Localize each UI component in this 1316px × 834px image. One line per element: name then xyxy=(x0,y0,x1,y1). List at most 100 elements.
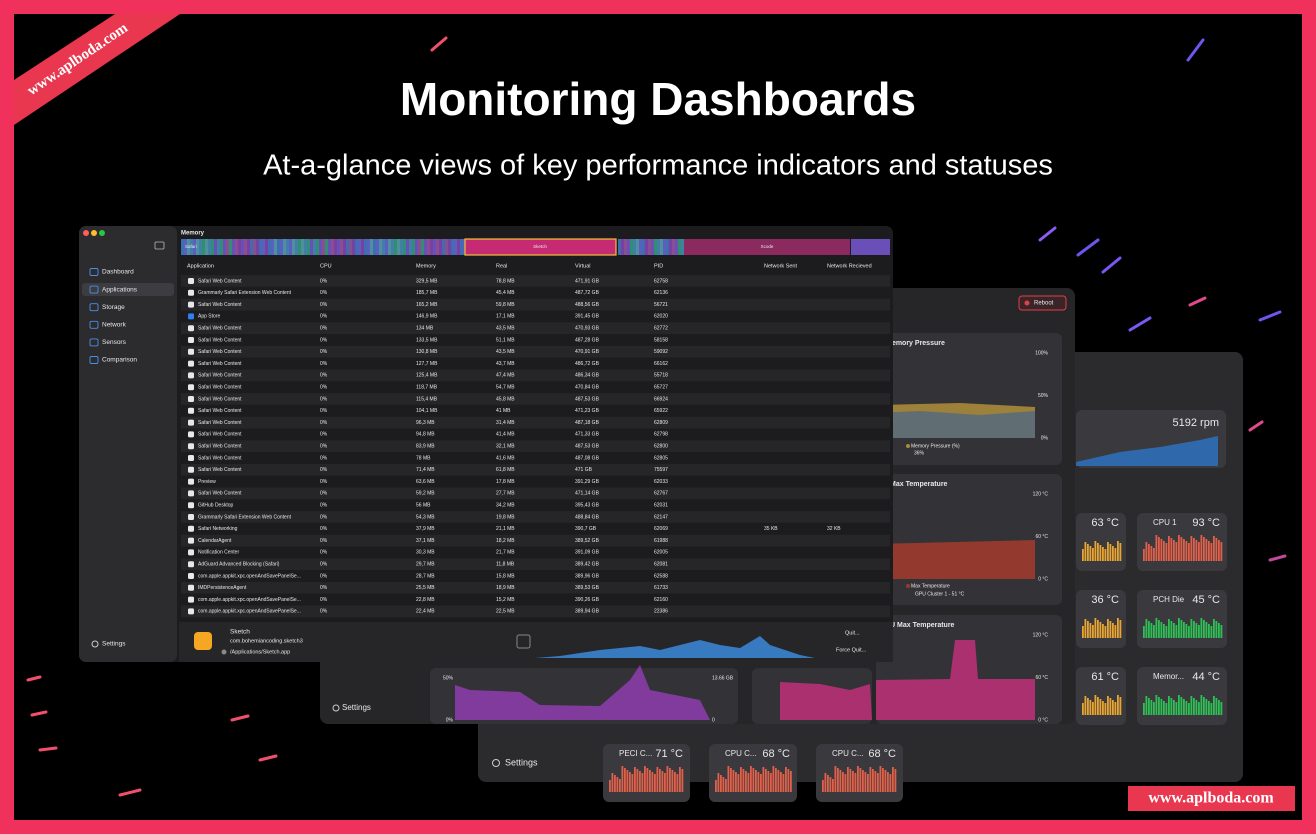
sensor-bar xyxy=(611,773,614,792)
timeline-stripe xyxy=(409,239,412,255)
column-header: Memory xyxy=(416,263,436,269)
sensor-bar xyxy=(772,766,775,792)
table-cell: 391,09 GB xyxy=(575,550,600,556)
table-cell: Grammarly Safari Extension Web Content xyxy=(198,290,292,296)
sensor-bar xyxy=(839,770,842,792)
table-row xyxy=(181,440,890,453)
timeline-stripe xyxy=(391,239,394,255)
sensor-bar xyxy=(862,770,864,792)
app-icon xyxy=(188,466,194,473)
timeline-stripe xyxy=(367,239,370,255)
table-cell: 78,8 MB xyxy=(496,278,515,284)
table-row xyxy=(181,428,890,441)
sensor-bar xyxy=(1094,618,1097,638)
timeline-stripe xyxy=(247,239,250,255)
table-cell: 31,4 MB xyxy=(496,420,515,426)
table-cell: Notification Center xyxy=(198,550,239,556)
sensor-bar xyxy=(679,767,681,792)
sensor-bar xyxy=(1102,701,1104,715)
table-cell: 0% xyxy=(320,361,328,367)
path-icon xyxy=(221,649,227,655)
timeline-stripe xyxy=(283,239,286,255)
sensor-bar xyxy=(1082,626,1084,638)
sensor-bar xyxy=(619,779,621,792)
sensor-bar xyxy=(609,780,611,792)
table-row xyxy=(181,275,890,287)
sensor-bar xyxy=(1180,620,1183,638)
reboot-button xyxy=(1018,295,1067,311)
timeline-stripe xyxy=(421,239,424,255)
table-cell: 487,08 GB xyxy=(575,455,600,461)
app-icon xyxy=(188,549,194,556)
sidebar-icon xyxy=(89,285,99,294)
app-icon xyxy=(188,278,194,284)
sensor-bar xyxy=(1102,547,1104,561)
app-icon xyxy=(188,490,194,497)
sensor-bar xyxy=(1170,621,1173,638)
table-row xyxy=(181,581,890,594)
sensor-bar xyxy=(852,771,854,792)
table-row xyxy=(181,286,890,299)
sensor-bar xyxy=(1200,618,1203,638)
timeline-stripe xyxy=(672,239,675,255)
sensor-bar xyxy=(1150,700,1153,715)
sensor-bar xyxy=(1087,698,1089,715)
sensor-bar xyxy=(1193,621,1195,638)
app-icon xyxy=(188,289,194,296)
table-cell: 11,8 MB xyxy=(496,562,515,568)
table-cell: 0% xyxy=(320,349,328,355)
timeline-stripe xyxy=(337,239,340,255)
sensor-bar xyxy=(1213,619,1215,638)
sensor-bar xyxy=(1198,702,1200,715)
table-cell: Safari Web Content xyxy=(198,337,242,343)
sensor-name: CPU C... xyxy=(832,749,864,758)
timeline-stripe xyxy=(265,239,268,255)
area xyxy=(876,540,1035,579)
sensor-bar xyxy=(1150,546,1153,561)
table-cell: 21,1 MB xyxy=(496,526,515,532)
timeline-stripe xyxy=(244,239,247,255)
table-cell: 488,84 GB xyxy=(575,514,600,520)
app-icon xyxy=(188,360,194,367)
settings: Settings xyxy=(342,703,371,712)
sensor-bar xyxy=(1158,537,1160,561)
sensor-bar xyxy=(737,774,740,792)
table-cell: 17,1 MB xyxy=(496,314,515,320)
timeline-stripe xyxy=(229,239,232,255)
table-cell: Safari Web Content xyxy=(198,491,242,497)
table-cell: 29,7 MB xyxy=(416,562,435,568)
sensor-value: 71 °C xyxy=(655,748,683,760)
sensor-bar xyxy=(730,768,732,792)
table-row xyxy=(181,487,890,500)
timeline-stripe xyxy=(418,239,421,255)
app-icon xyxy=(188,384,194,391)
table-row xyxy=(181,593,890,606)
table-cell: Safari Web Content xyxy=(198,408,242,414)
table-cell: 0% xyxy=(320,526,328,532)
table-cell: 0% xyxy=(320,491,328,497)
sensor-bar xyxy=(1218,700,1220,715)
table-cell: 0% xyxy=(320,585,328,591)
sensor-bar xyxy=(765,769,767,792)
sensor-name: CPU C... xyxy=(725,749,757,758)
sensor-bar xyxy=(1220,542,1223,561)
app-icon xyxy=(188,348,194,355)
timeline-stripe xyxy=(298,239,301,255)
timeline-stripe xyxy=(361,239,364,255)
sensor-bar xyxy=(1190,536,1193,561)
sensor-bar xyxy=(1205,622,1208,638)
timeline-stripe xyxy=(406,239,409,255)
sensor-bar xyxy=(867,774,869,792)
table-cell: Safari Networking xyxy=(198,526,238,532)
table-cell: 27,7 MB xyxy=(496,491,515,497)
column-header: Virtual xyxy=(575,263,591,269)
sensor-bar xyxy=(1153,625,1155,638)
axis-label: 13.66 GB xyxy=(712,675,734,681)
table-row xyxy=(181,570,890,582)
sensor-bar xyxy=(1215,621,1218,638)
sensor-bar xyxy=(1102,624,1104,638)
table-cell: Safari Web Content xyxy=(198,349,242,355)
table-cell: 19,8 MB xyxy=(496,514,515,520)
timeline-stripe xyxy=(280,239,283,255)
sensor-bar xyxy=(1084,542,1087,561)
